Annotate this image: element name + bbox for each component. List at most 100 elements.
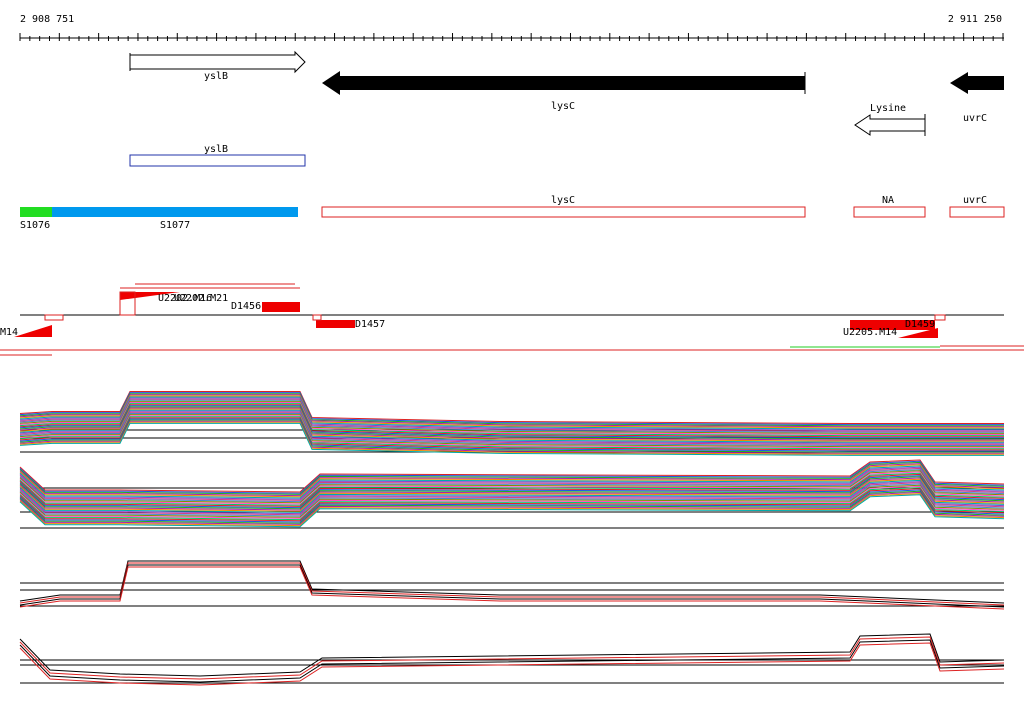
expression-line <box>19 489 1005 523</box>
expression-line <box>19 485 1005 519</box>
expression-line <box>19 483 1005 517</box>
expression-line <box>19 466 1005 500</box>
segment[interactable] <box>20 207 52 217</box>
expression-line <box>19 393 1004 427</box>
expression-line <box>19 471 1005 505</box>
expression-line <box>19 465 1005 499</box>
transcript-label: D1459 <box>905 319 935 330</box>
expression-line <box>19 417 1004 451</box>
expression-line <box>19 564 1005 608</box>
expression-line <box>19 399 1004 433</box>
feature-label: uvrC <box>963 195 987 206</box>
expression-line <box>19 479 1005 513</box>
expression-line <box>19 408 1004 442</box>
ruler-end: 2 911 250 <box>948 14 1002 25</box>
expression-line <box>19 467 1005 501</box>
transcript-label: D1456 <box>231 301 261 312</box>
expression-line <box>19 464 1005 498</box>
expression-line <box>19 461 1005 495</box>
expression-line <box>19 411 1004 445</box>
expression-line <box>19 491 1005 525</box>
expression-line <box>19 409 1004 443</box>
gene-label: lysC <box>551 101 575 112</box>
expression-line <box>19 404 1004 438</box>
expression-line <box>19 400 1004 434</box>
expression-line <box>19 420 1004 454</box>
expression-line <box>19 395 1004 429</box>
gene-arrow[interactable] <box>322 71 805 95</box>
transcript-label: U2202.M16 <box>158 293 212 304</box>
feature-box[interactable] <box>949 206 1005 218</box>
expression-line <box>19 418 1004 452</box>
expression-line <box>19 392 1004 426</box>
expression-line <box>19 397 1004 431</box>
expression-line <box>19 391 1004 424</box>
transcript-label: U2202.M21 <box>174 293 228 304</box>
expression-line <box>19 562 1005 606</box>
expression-line <box>19 642 1005 686</box>
expression-line <box>19 398 1004 432</box>
expression-line <box>19 470 1005 504</box>
expression-line <box>19 421 1004 455</box>
expression-line <box>19 422 1004 456</box>
expression-line <box>19 566 1005 610</box>
expression-line <box>19 396 1004 430</box>
annotation-label: yslB <box>204 144 228 155</box>
gene-arrow[interactable] <box>950 72 1004 94</box>
expression-line <box>19 484 1005 518</box>
expression-line <box>19 478 1005 512</box>
expression-line <box>19 476 1005 510</box>
expression-line <box>19 402 1004 435</box>
expression-line <box>19 410 1004 444</box>
expression-line <box>19 403 1004 437</box>
expression-line <box>19 560 1005 604</box>
expression-line <box>19 477 1005 511</box>
expression-line <box>19 475 1005 509</box>
expression-line <box>19 414 1004 448</box>
expression-line <box>19 636 1005 680</box>
gene-label: Lysine <box>870 103 906 114</box>
ruler-ticks <box>19 33 1004 41</box>
expression-line <box>19 482 1005 516</box>
expression-line <box>19 639 1005 683</box>
gene-label: uvrC <box>963 113 987 124</box>
ruler-start: 2 908 751 <box>20 14 74 25</box>
gene-arrow[interactable] <box>854 114 926 136</box>
expression-line <box>19 473 1005 507</box>
transcript-label: D1457 <box>355 319 385 330</box>
feature-box[interactable] <box>321 206 806 218</box>
segment-label: S1077 <box>160 220 190 231</box>
expression-line <box>19 419 1004 453</box>
transcript-label: M14 <box>0 327 18 338</box>
expression-line <box>19 490 1005 524</box>
gene-arrow[interactable] <box>129 50 306 74</box>
gene-label: yslB <box>204 71 228 82</box>
segment[interactable] <box>52 207 298 217</box>
expression-line <box>19 405 1004 439</box>
expression-tracks <box>19 391 1005 686</box>
expression-line <box>19 463 1005 497</box>
expression-line <box>19 416 1004 450</box>
expression-line <box>19 459 1005 493</box>
transcript-label: U2205.M14 <box>843 327 897 338</box>
expression-line <box>19 633 1005 677</box>
expression-line <box>19 413 1004 446</box>
expression-line <box>19 460 1005 494</box>
expression-line <box>19 481 1005 515</box>
expression-line <box>19 415 1004 449</box>
segment-label: S1076 <box>20 220 50 231</box>
expression-line <box>19 472 1005 506</box>
expression-line <box>19 494 1005 528</box>
expression-line <box>19 469 1005 503</box>
feature-label: NA <box>882 195 894 206</box>
feature-box[interactable] <box>853 206 926 218</box>
expression-line <box>19 487 1005 521</box>
expression-line <box>19 488 1005 522</box>
expression-line <box>19 493 1005 527</box>
transcript-track <box>0 283 1024 356</box>
expression-line <box>19 394 1004 428</box>
feature-label: lysC <box>551 195 575 206</box>
annotation-box[interactable] <box>129 154 306 167</box>
